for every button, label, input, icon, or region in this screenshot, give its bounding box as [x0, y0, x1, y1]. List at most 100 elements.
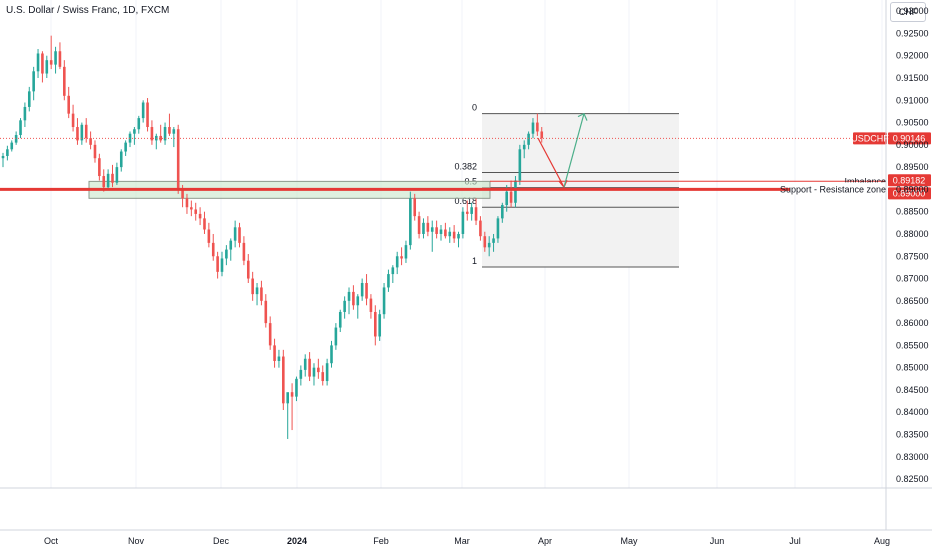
projection-arrows	[537, 112, 588, 189]
candle-body	[41, 53, 44, 74]
y-tick-label: 0.88500	[896, 207, 929, 217]
candle-body	[536, 122, 539, 132]
candle-body	[128, 133, 132, 143]
symbol-tag: USDCHF	[851, 133, 889, 143]
y-tick-label: 0.84000	[896, 407, 929, 417]
candle-body	[518, 149, 522, 181]
candle-body	[49, 60, 53, 65]
candle-body	[133, 129, 136, 134]
candle-body	[317, 367, 320, 373]
candle-body	[369, 298, 373, 312]
candle-body	[522, 144, 526, 150]
candle-body	[19, 120, 22, 136]
candle-body	[194, 209, 198, 214]
candle-body	[501, 205, 504, 219]
candle-body	[347, 291, 351, 301]
candle-body	[80, 124, 84, 141]
candle-body	[413, 198, 417, 217]
candle-body	[356, 296, 360, 306]
x-tick-label: Aug	[874, 536, 890, 546]
fib-level-label: 1	[472, 256, 477, 266]
candle-body	[308, 358, 311, 377]
candle-body	[487, 242, 491, 248]
x-tick-label: Nov	[128, 536, 145, 546]
y-tick-label: 0.89000	[896, 184, 929, 194]
fib-level-label: 0.382	[454, 161, 477, 171]
grid-lines	[50, 0, 883, 488]
candle-body	[461, 211, 465, 234]
candle-body	[492, 238, 495, 243]
y-tick-label: 0.90000	[896, 140, 929, 150]
y-tick-label: 0.89500	[896, 162, 929, 172]
candle-body	[465, 211, 469, 214]
candle-body	[181, 189, 184, 199]
candle-body	[290, 392, 294, 397]
candle-body	[277, 356, 281, 361]
candle-body	[111, 173, 114, 183]
candle-body	[176, 129, 180, 190]
sr-label-bg	[790, 182, 886, 195]
candle-body	[6, 149, 9, 156]
candle-body	[207, 229, 211, 243]
symbol-tag-bg	[853, 132, 887, 145]
candle-body	[382, 287, 386, 315]
candle-body	[474, 207, 478, 221]
candle-body	[14, 135, 18, 143]
y-tick-label: 0.91000	[896, 95, 929, 105]
candle-body	[168, 127, 171, 134]
y-tick-label: 0.87500	[896, 251, 929, 261]
candle-body	[374, 311, 377, 337]
candle-body	[102, 176, 106, 188]
chart-title: U.S. Dollar / Swiss Franc, 1D, FXCM	[6, 5, 170, 16]
y-tick-label: 0.84500	[896, 385, 929, 395]
candle-body	[233, 227, 237, 241]
candle-body	[10, 142, 14, 150]
candle-body	[395, 256, 399, 268]
candle-body	[435, 227, 438, 234]
candle-body	[391, 267, 395, 275]
imbalance-price-tag-bg	[888, 174, 931, 187]
y-tick-label: 0.88000	[896, 229, 929, 239]
candle-body	[470, 207, 473, 214]
imbalance-price-tag: 0.89182	[893, 175, 926, 185]
candle-body	[251, 278, 254, 295]
candle-body	[444, 229, 447, 237]
candle-body	[190, 207, 193, 210]
candles-layer	[1, 35, 544, 439]
candle-body	[238, 227, 241, 243]
candle-body	[299, 369, 303, 379]
candle-body	[338, 311, 342, 328]
candle-body	[426, 222, 430, 232]
x-tick-label: 2024	[287, 536, 307, 546]
candle-body	[198, 213, 202, 219]
candle-body	[225, 249, 228, 259]
current-price-tag: 0.90146	[893, 133, 926, 143]
candle-body	[260, 287, 263, 301]
currency-button[interactable]: CHF	[890, 2, 926, 22]
candle-body	[400, 256, 403, 259]
y-tick-label: 0.92000	[896, 51, 929, 61]
y-tick-label: 0.85500	[896, 340, 929, 350]
candle-body	[531, 122, 535, 134]
candle-body	[1, 155, 5, 159]
candle-body	[216, 256, 219, 272]
candle-body	[303, 358, 307, 370]
candle-body	[527, 133, 530, 145]
candle-body	[93, 144, 97, 159]
candle-body	[159, 135, 162, 141]
candle-body	[540, 131, 544, 139]
x-tick-label: Dec	[213, 536, 230, 546]
candle-body	[365, 282, 368, 299]
candle-body	[448, 231, 452, 237]
candle-body	[422, 222, 425, 234]
candle-body	[220, 258, 224, 272]
candle-body	[479, 220, 482, 237]
candle-body	[36, 53, 40, 72]
candle-body	[58, 51, 62, 67]
candle-body	[124, 142, 127, 152]
candle-body	[505, 191, 508, 206]
candle-body	[378, 314, 381, 337]
x-tick-label: Jul	[789, 536, 801, 546]
